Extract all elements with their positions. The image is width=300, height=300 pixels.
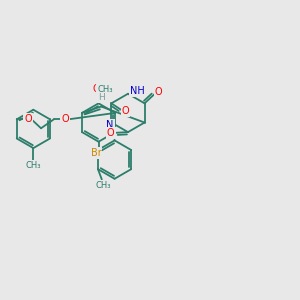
Text: NH: NH — [130, 85, 145, 96]
Text: O: O — [155, 87, 163, 97]
Text: O: O — [24, 114, 32, 124]
Text: CH₃: CH₃ — [97, 85, 113, 94]
Text: O: O — [92, 84, 100, 94]
Text: N: N — [106, 120, 114, 130]
Text: O: O — [122, 106, 129, 116]
Text: O: O — [107, 128, 115, 138]
Text: CH₃: CH₃ — [26, 161, 41, 170]
Text: Br: Br — [91, 148, 101, 158]
Text: O: O — [61, 114, 69, 124]
Text: H: H — [98, 93, 105, 102]
Text: CH₃: CH₃ — [96, 181, 112, 190]
